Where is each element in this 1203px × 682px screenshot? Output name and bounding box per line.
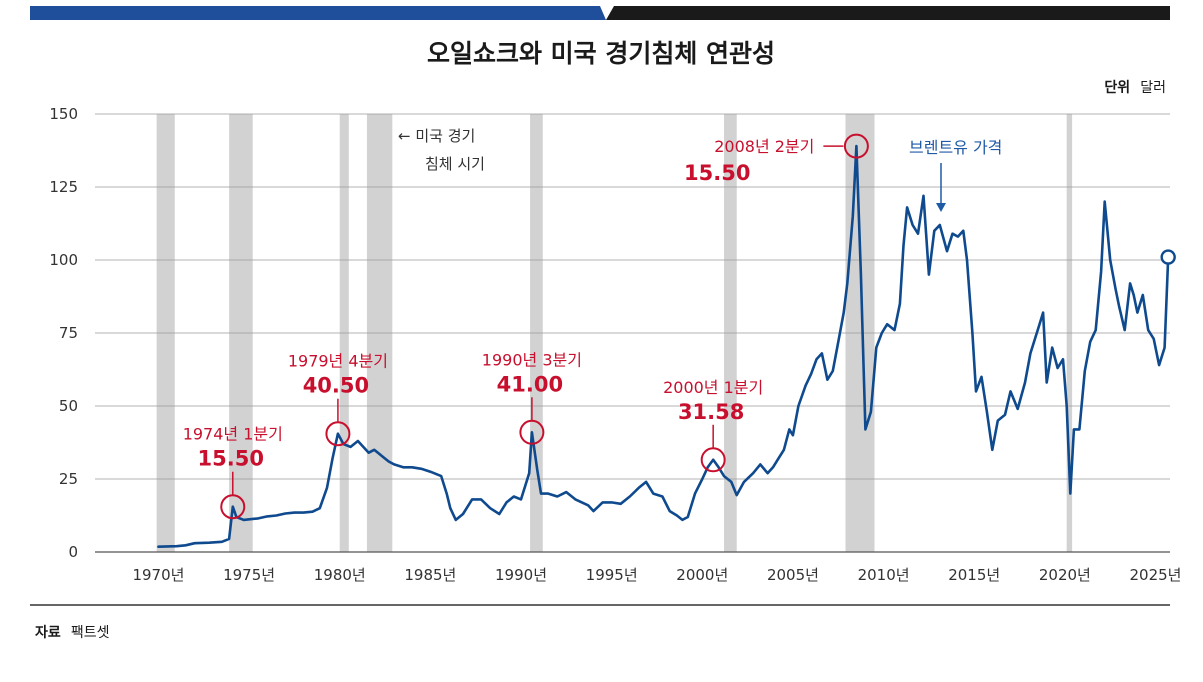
annotation-label: 2000년 1분기 [663,378,763,397]
annotation-circle [325,421,351,447]
annotation-3: 2000년 1분기 31.58 [663,378,763,473]
unit-label: 단위 달러 [1104,77,1166,96]
x-tick-label: 2005년 [767,566,819,584]
annotation-circle [220,494,246,520]
x-tick-label: 2000년 [676,566,728,584]
source-value: 팩트셋 [71,625,110,641]
recession-legend-line2: 침체 시기 [425,155,485,173]
y-tick-label: 125 [49,178,78,196]
annotation-label: 1990년 3분기 [482,350,582,369]
series-label-arrow-head [936,203,946,212]
x-tick-label: 2025년 [1130,566,1182,584]
annotation-0: 1974년 1분기 15.50 [183,425,283,520]
annotation-circle [519,419,545,445]
x-tick-label: 2015년 [948,566,1000,584]
source-note: 자료 팩트셋 [35,622,110,641]
unit-caption: 단위 [1104,79,1130,96]
x-tick-label: 1980년 [314,566,366,584]
y-tick-label: 75 [59,324,78,342]
unit-value: 달러 [1140,80,1166,96]
series-end-marker [1160,249,1176,265]
annotation-label: 1974년 1분기 [183,425,283,444]
annotation-value: 31.58 [678,400,744,424]
gridlines [95,113,1170,553]
annotation-4: 2008년 2분기 15.50 [684,133,869,185]
x-tick-label: 2020년 [1039,566,1091,584]
x-axis-ticks: 1970년 1975년 1980년 1985년 1990년 1995년 2000년 2005년… [132,566,1181,584]
annotation-value: 41.00 [497,372,563,396]
chart-title: 오일쇼크와 미국 경기침체 연관성 [427,39,775,68]
x-tick-label: 1970년 [132,566,184,584]
y-tick-label: 0 [68,543,78,561]
y-tick-label: 50 [59,397,78,415]
annotation-value: 15.50 [198,447,264,471]
y-tick-label: 25 [59,470,78,488]
annotations: 1974년 1분기 15.50 1979년 4분기 40.50 1990년 3분기 41.… [183,133,869,520]
series-label: 브렌트유 가격 [909,138,1002,157]
x-tick-label: 1990년 [495,566,547,584]
source-caption: 자료 [35,625,61,641]
annotation-circle [843,133,869,159]
header-bar-blue [30,6,606,20]
x-tick-label: 1995년 [586,566,638,584]
series-line-0 [157,144,1170,548]
y-axis-ticks: 0 25 50 75 100 125 150 [49,105,78,561]
annotation-circle [700,447,726,473]
recession-legend-line1: ← 미국 경기 [398,127,475,145]
y-tick-label: 100 [49,251,78,269]
header-bar-black [606,6,1170,20]
annotation-value: 15.50 [684,161,750,185]
x-tick-label: 1985년 [404,566,456,584]
y-tick-label: 150 [49,105,78,123]
annotation-1: 1979년 4분기 40.50 [288,352,388,447]
series-layer [157,144,1176,548]
annotation-2: 1990년 3분기 41.00 [482,350,582,445]
x-tick-label: 1975년 [223,566,275,584]
annotation-value: 40.50 [303,374,369,398]
x-tick-label: 2010년 [858,566,910,584]
annotation-label: 1979년 4분기 [288,352,388,371]
annotation-label: 2008년 2분기 [714,137,814,156]
